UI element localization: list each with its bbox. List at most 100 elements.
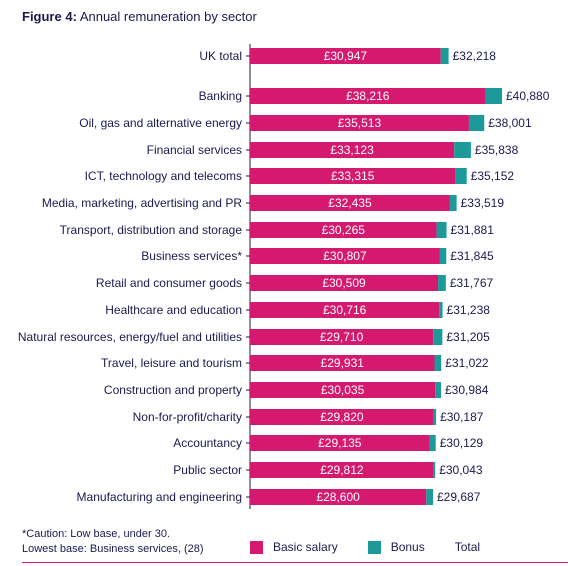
bar-bonus: [433, 409, 437, 425]
data-label-basic: £29,710: [320, 330, 364, 344]
chart-footnote: *Caution: Low base, under 30. Lowest bas…: [22, 527, 204, 557]
legend-item-bonus: Bonus: [367, 540, 425, 554]
category-label: Accountancy: [173, 436, 242, 450]
bar-basic-salary: [250, 195, 450, 211]
data-label-basic: £33,123: [330, 143, 374, 157]
bar-basic-salary: [250, 48, 441, 64]
data-label-total: £35,838: [475, 143, 519, 157]
data-label-total: £38,001: [488, 116, 532, 130]
category-label: ICT, technology and telecoms: [85, 169, 242, 183]
data-label-total: £31,022: [445, 356, 489, 370]
category-label: Banking: [199, 89, 242, 103]
data-label-total: £35,152: [471, 169, 515, 183]
legend-swatch-bonus: [367, 540, 381, 554]
bar-bonus: [440, 48, 449, 64]
stacked-bar-chart: UK total £30,947 £32,218 Banking £38,216 £40,…: [18, 44, 550, 509]
bar-bonus: [438, 275, 446, 291]
data-label-basic: £38,216: [346, 89, 390, 103]
bar-basic-salary: [250, 489, 427, 505]
data-label-basic: £33,315: [331, 169, 375, 183]
legend-swatch-basic: [250, 540, 263, 554]
data-label-total: £31,767: [450, 276, 494, 290]
bar-bonus: [433, 329, 443, 345]
bar-basic-salary: [250, 329, 434, 345]
category-label: Construction and property: [104, 383, 242, 397]
data-label-basic: £30,947: [324, 49, 368, 63]
bar-bonus: [436, 222, 447, 238]
data-label-total: £40,880: [506, 89, 550, 103]
bar-basic-salary: [250, 275, 439, 291]
bar-bonus: [468, 115, 485, 131]
bar-basic-salary: [250, 222, 437, 238]
data-label-total: £31,845: [450, 249, 494, 263]
data-label-basic: £29,931: [321, 356, 365, 370]
category-label: Business services*: [141, 249, 242, 263]
category-label: Public sector: [173, 463, 242, 477]
bar-bonus: [426, 489, 434, 505]
bar-bonus: [454, 142, 471, 158]
figure-title: Figure 4: Annual remuneration by sector: [22, 9, 257, 24]
data-label-total: £30,129: [440, 436, 484, 450]
data-label-total: £33,519: [461, 196, 505, 210]
data-label-basic: £29,135: [318, 436, 362, 450]
data-label-total: £32,218: [453, 49, 497, 63]
data-label-basic: £30,265: [322, 223, 366, 237]
bar-basic-salary: [250, 355, 435, 371]
bar-basic-salary: [250, 248, 440, 264]
data-label-total: £31,238: [447, 303, 491, 317]
category-label: Financial services: [147, 143, 242, 157]
bar-bonus: [449, 195, 457, 211]
category-label: Media, marketing, advertising and PR: [42, 196, 242, 210]
bar-basic-salary: [250, 115, 469, 131]
bar-bonus: [439, 302, 443, 318]
bar-bonus: [435, 382, 441, 398]
legend-label-total: Total: [454, 540, 481, 554]
legend-label-basic: Basic salary: [273, 540, 338, 554]
bar-basic-salary: [250, 168, 456, 184]
legend-label-bonus: Bonus: [390, 540, 425, 554]
category-label: Transport, distribution and storage: [60, 223, 243, 237]
data-label-basic: £29,820: [320, 410, 364, 424]
category-label: UK total: [199, 49, 242, 63]
figure-label: Figure 4:: [22, 9, 77, 24]
category-label: Natural resources, energy/fuel and utili…: [18, 330, 242, 344]
bar-bonus: [434, 355, 442, 371]
category-label: Healthcare and education: [105, 303, 242, 317]
bar-bonus: [433, 462, 436, 478]
bar-bonus: [485, 88, 502, 104]
data-label-basic: £30,807: [323, 249, 367, 263]
category-label: Manufacturing and engineering: [77, 490, 242, 504]
data-label-total: £30,984: [445, 383, 489, 397]
data-label-basic: £35,513: [338, 116, 382, 130]
bar-basic-salary: [250, 302, 440, 318]
legend-item-total: Total: [455, 540, 480, 554]
data-label-total: £31,881: [451, 223, 495, 237]
data-label-basic: £28,600: [316, 490, 360, 504]
bar-basic-salary: [250, 88, 486, 104]
category-label: Travel, leisure and tourism: [101, 356, 242, 370]
figure-title-text: Annual remuneration by sector: [79, 9, 257, 24]
data-label-basic: £30,509: [322, 276, 366, 290]
data-label-basic: £30,035: [321, 383, 365, 397]
bar-basic-salary: [250, 382, 436, 398]
data-label-basic: £29,812: [320, 463, 364, 477]
data-label-total: £29,687: [437, 490, 481, 504]
bar-basic-salary: [250, 462, 434, 478]
lowest-base-note: Lowest base: Business services, (28): [22, 543, 204, 555]
bar-bonus: [455, 168, 467, 184]
bar-bonus: [429, 435, 436, 451]
data-label-basic: £30,716: [323, 303, 367, 317]
caution-note: *Caution: Low base, under 30.: [22, 528, 170, 540]
data-label-total: £30,187: [440, 410, 484, 424]
category-label: Non-for-profit/charity: [133, 410, 242, 424]
data-label-total: £30,043: [439, 463, 483, 477]
data-label-basic: £32,435: [328, 196, 372, 210]
bar-basic-salary: [250, 409, 434, 425]
category-label: Oil, gas and alternative energy: [79, 116, 242, 130]
category-label: Retail and consumer goods: [96, 276, 242, 290]
bar-basic-salary: [250, 142, 455, 158]
legend-item-basic: Basic salary: [250, 540, 338, 554]
chart-legend: Basic salary Bonus Total: [250, 540, 510, 554]
bar-basic-salary: [250, 435, 430, 451]
bar-bonus: [439, 248, 447, 264]
